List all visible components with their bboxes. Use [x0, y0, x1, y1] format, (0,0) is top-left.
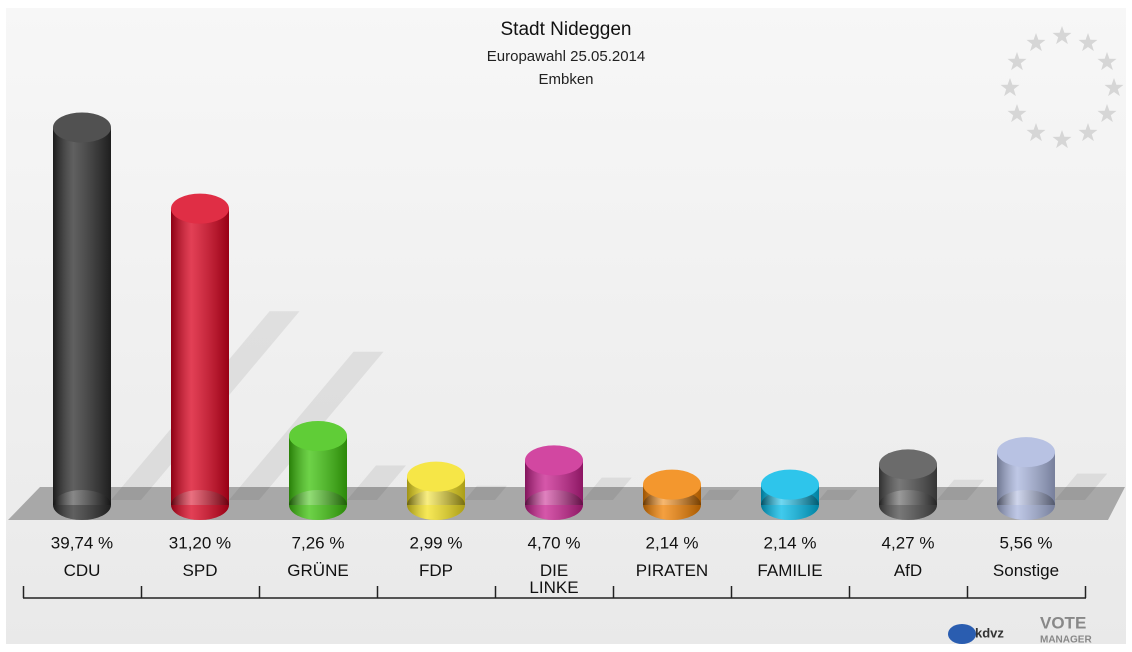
bar-top	[289, 421, 347, 452]
star	[1000, 78, 1020, 97]
star	[1104, 78, 1124, 97]
bar-bottom-shade	[879, 490, 937, 520]
bar-shadow	[819, 489, 858, 500]
star	[1052, 130, 1072, 149]
value-label: 39,74 %	[51, 533, 113, 552]
value-label: 4,27 %	[882, 533, 935, 552]
bar-top	[879, 449, 937, 480]
bar-top	[997, 437, 1055, 468]
bar-shadow	[701, 489, 740, 500]
category-label: CDU	[63, 561, 101, 580]
value-label: 2,99 %	[410, 533, 463, 552]
star	[1026, 33, 1046, 52]
bar-top	[761, 469, 819, 500]
bar-top-highlight	[171, 193, 229, 224]
star	[1097, 104, 1117, 123]
bar-top	[171, 193, 229, 224]
bar-top-highlight	[761, 469, 819, 500]
bar-top	[407, 461, 465, 492]
category-label: DIE LINKE	[529, 561, 579, 597]
bar-shadow	[583, 477, 632, 500]
annotation: Embken	[538, 71, 593, 88]
bar-top-highlight	[407, 461, 465, 492]
bar-bottom-shade	[53, 490, 111, 520]
bar-bottom-shade	[171, 490, 229, 520]
bar-shadow	[347, 465, 406, 500]
star	[1097, 52, 1117, 71]
bar-top	[643, 469, 701, 500]
category-label: Sonstige	[992, 561, 1060, 580]
bar-bottom-shade	[525, 490, 583, 520]
star	[1078, 123, 1098, 142]
star	[1007, 104, 1027, 123]
category-label: AfD	[893, 561, 923, 580]
bar-top-highlight	[525, 445, 583, 476]
bar-top-highlight	[997, 437, 1055, 468]
bar-shadow	[465, 485, 507, 500]
bar-top-highlight	[289, 421, 347, 452]
value-label: 2,14 %	[764, 533, 817, 552]
bar-top-highlight	[53, 112, 111, 143]
chart-subtitle: Europawahl 25.05.2014	[487, 48, 645, 65]
bar-bottom-shade	[997, 490, 1055, 520]
bar-top	[53, 112, 111, 143]
category-label: FAMILIE	[757, 561, 823, 580]
logo-icon	[948, 624, 976, 644]
logo-product: MANAGER	[1040, 635, 1092, 646]
bar-top-highlight	[643, 469, 701, 500]
bar-shadow	[1055, 473, 1108, 500]
category-label: PIRATEN	[635, 561, 709, 580]
chart-title: Stadt Nideggen	[501, 19, 632, 40]
bar-bottom-shade	[289, 490, 347, 520]
category-label: GRÜNE	[287, 561, 349, 580]
bar-shading	[53, 127, 111, 505]
value-label: 31,20 %	[169, 533, 231, 552]
star	[1052, 26, 1072, 45]
bar-bottom-shade	[407, 490, 465, 520]
category-label: SPD	[182, 561, 218, 580]
bar-shadow	[937, 479, 985, 500]
eu-stars	[1000, 26, 1124, 149]
value-label: 5,56 %	[1000, 533, 1053, 552]
value-label: 2,14 %	[646, 533, 699, 552]
star	[1007, 52, 1027, 71]
logo-product: VOTE	[1040, 613, 1086, 632]
value-label: 4,70 %	[528, 533, 581, 552]
logo-brand: kdvz	[975, 625, 1004, 640]
category-label: FDP	[419, 561, 453, 580]
bar-top	[525, 445, 583, 476]
value-label: 7,26 %	[292, 533, 345, 552]
star	[1078, 33, 1098, 52]
star	[1026, 123, 1046, 142]
bar-shading	[171, 208, 229, 505]
bar-top-highlight	[879, 449, 937, 480]
